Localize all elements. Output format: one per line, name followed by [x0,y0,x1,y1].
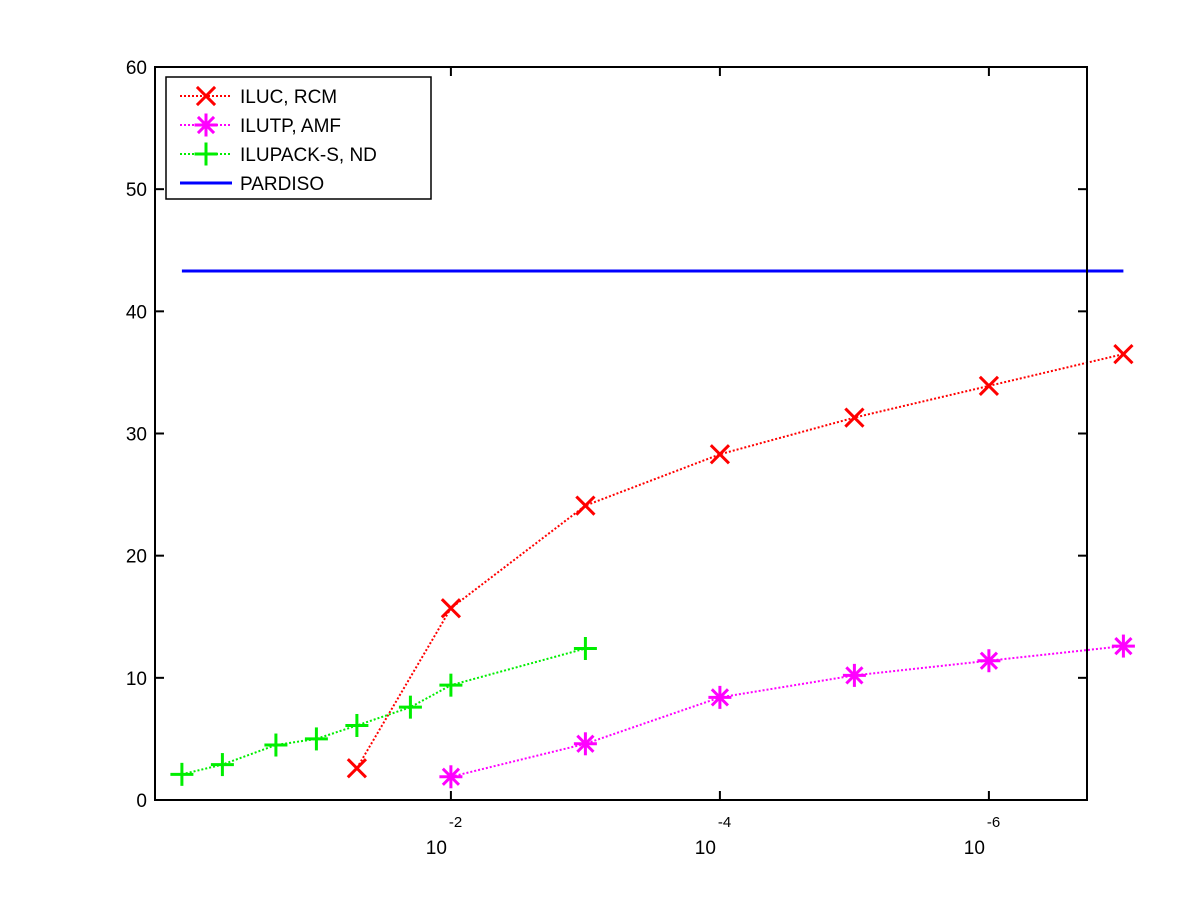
legend-marker [195,85,217,107]
y-tick-label: 60 [126,58,147,79]
data-point [264,733,288,757]
data-point [210,753,234,777]
y-tick-label: 50 [126,180,147,201]
x-tick-label-exponent: -4 [718,814,731,831]
data-point [844,407,865,428]
legend-marker [194,113,218,137]
series-2 [170,637,597,786]
series-layer [170,269,1135,789]
legend-item-0: ILUC, RCM [180,85,337,108]
legend: ILUC, RCM ILUTP, AMF ILUPACK-S, ND PARDISO [165,76,432,200]
y-tick-label: 0 [136,791,147,812]
series-line [450,645,1124,778]
y-tick-label: 40 [126,302,147,323]
legend-item-3: PARDISO [180,174,324,195]
data-point [439,765,463,789]
y-tick-label: 10 [126,669,147,690]
data-point [977,649,1001,673]
data-point [1113,343,1134,365]
data-point [346,758,368,779]
data-point [1111,634,1135,658]
legend-label: PARDISO [240,174,324,195]
data-point [709,444,731,465]
x-tick-label-exponent: -2 [449,814,462,831]
legend-box [165,76,432,200]
legend-item-2: ILUPACK-S, ND [180,142,377,166]
series-0 [346,343,1134,779]
legend-marker [194,142,218,166]
data-point [440,598,462,619]
data-point [170,762,194,786]
data-point [978,375,1000,396]
data-point [345,713,369,737]
data-point [439,673,463,697]
x-tick-label-base: 10 [964,838,985,859]
series-1 [439,634,1135,789]
data-point [573,732,597,756]
data-point [708,685,732,709]
legend-label: ILUPACK-S, ND [240,145,377,166]
x-tick-label-base: 10 [695,838,716,859]
y-tick-label: 20 [126,547,147,568]
x-tick-label-base: 10 [426,838,447,859]
legend-label: ILUC, RCM [240,87,337,108]
series-line [181,647,586,776]
data-point [575,495,596,516]
legend-item-1: ILUTP, AMF [180,113,341,137]
data-point [842,663,866,687]
legend-label: ILUTP, AMF [240,116,341,137]
y-tick-label: 30 [126,425,147,446]
data-point [398,695,422,719]
data-point [304,727,328,751]
x-tick-label-exponent: -6 [987,814,1000,831]
data-point [573,637,597,661]
